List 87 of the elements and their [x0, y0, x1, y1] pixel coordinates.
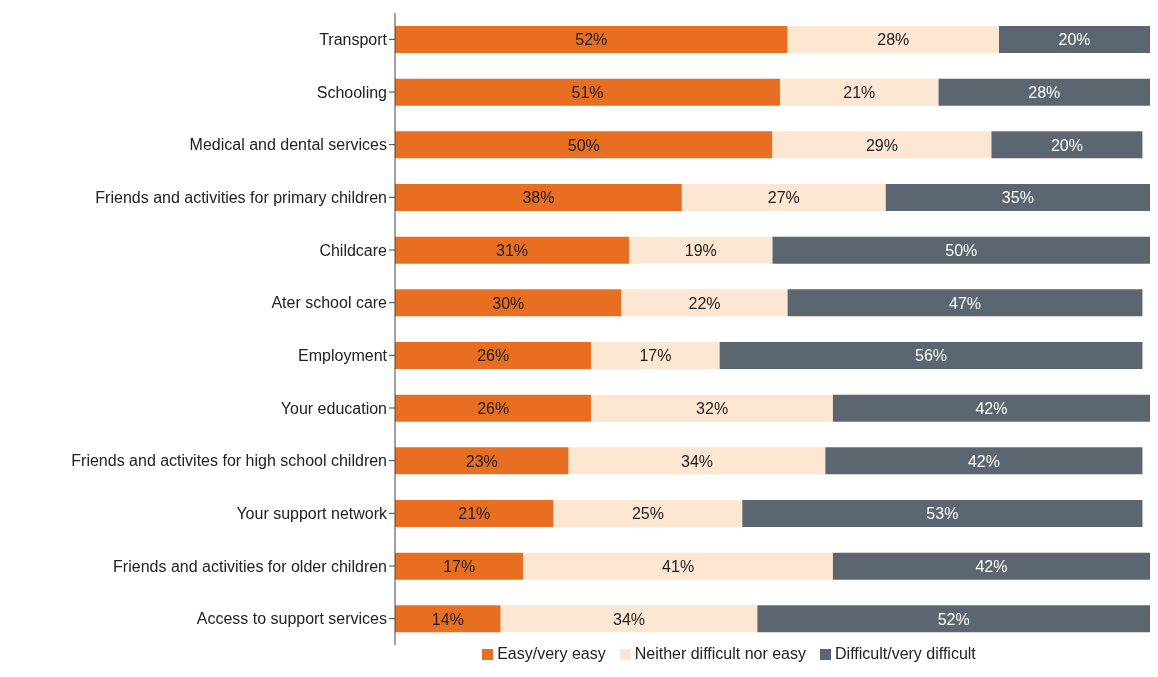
legend-label: Difficult/very difficult [835, 645, 976, 663]
bar [395, 500, 554, 527]
bar [395, 26, 788, 53]
legend-label: Easy/very easy [497, 645, 606, 663]
bar [787, 289, 1143, 317]
data-label: 53% [926, 505, 959, 523]
data-label: 27% [767, 189, 800, 207]
data-label: 28% [877, 31, 910, 49]
y-tick-label: Friends and activites for high school children [71, 452, 387, 470]
y-tick-label: Ater school care [271, 294, 388, 312]
data-label: 31% [496, 241, 529, 259]
bar [395, 289, 622, 317]
bar [757, 605, 1150, 633]
y-tick-label: Friends and activities for older children [113, 557, 387, 575]
data-label: 25% [631, 505, 664, 523]
bar [825, 447, 1143, 475]
data-label: 51% [571, 83, 604, 101]
data-label: 50% [567, 136, 600, 154]
bar [629, 236, 773, 264]
bar [938, 78, 1150, 106]
y-tick-label: Transport [319, 31, 388, 49]
data-label: 30% [492, 294, 525, 312]
bar [395, 552, 524, 580]
bar [885, 184, 1150, 211]
bar [787, 26, 999, 53]
data-label: 21% [458, 505, 491, 523]
y-tick-label: Access to support services [196, 610, 387, 628]
bar [991, 131, 1143, 159]
bar [523, 552, 833, 580]
bar [832, 394, 1150, 422]
data-label: 26% [477, 399, 510, 417]
data-label: 34% [680, 452, 714, 470]
data-label: 29% [865, 136, 898, 154]
bar [395, 78, 781, 106]
data-label: 50% [945, 241, 978, 259]
bar [999, 26, 1150, 53]
y-tick-label: Schooling [316, 83, 387, 101]
y-tick-label: Childcare [319, 241, 388, 259]
bar [395, 605, 501, 633]
data-label: 21% [843, 83, 876, 101]
data-label: 42% [967, 452, 1000, 470]
bar [681, 184, 886, 211]
bar [832, 552, 1150, 580]
y-tick-label: Friends and activities for primary children [95, 189, 387, 207]
bar [395, 342, 592, 369]
data-label: 34% [613, 610, 646, 628]
bar [395, 131, 773, 159]
bar [395, 394, 592, 422]
data-label: 23% [465, 452, 498, 470]
y-tick-label: Medical and dental services [189, 136, 387, 154]
data-label: 20% [1058, 31, 1091, 49]
data-label: 28% [1028, 83, 1061, 101]
data-label: 38% [522, 189, 555, 207]
data-label: 56% [915, 347, 948, 365]
bar [395, 447, 569, 475]
data-label: 19% [684, 241, 717, 259]
data-label: 17% [639, 347, 672, 365]
data-label: 26% [477, 347, 510, 365]
bar [568, 447, 826, 475]
data-label: 17% [443, 557, 476, 575]
data-label: 42% [975, 399, 1008, 417]
data-label: 47% [949, 294, 982, 312]
data-label: 20% [1050, 136, 1083, 154]
bar [719, 342, 1143, 369]
data-label: 41% [662, 557, 695, 575]
data-label: 14% [431, 610, 464, 628]
y-tick-label: Your support network [236, 505, 388, 523]
data-label: 32% [696, 399, 729, 417]
bar [621, 289, 788, 317]
bar [772, 131, 992, 159]
y-tick-label: Employment [298, 347, 388, 365]
bar [553, 500, 743, 527]
bar [742, 500, 1143, 527]
bar [591, 342, 720, 369]
bar [500, 605, 758, 633]
bar [395, 184, 682, 211]
data-label: 52% [575, 31, 608, 49]
bar [780, 78, 939, 106]
data-label: 52% [937, 610, 970, 628]
bar [772, 236, 1150, 264]
bar [591, 394, 833, 422]
data-label: 22% [688, 294, 721, 312]
data-label: 42% [975, 557, 1008, 575]
y-tick-label: Your education [280, 399, 387, 417]
data-label: 35% [1001, 189, 1034, 207]
bar [395, 236, 630, 264]
legend-label: Neither difficult nor easy [634, 645, 807, 663]
